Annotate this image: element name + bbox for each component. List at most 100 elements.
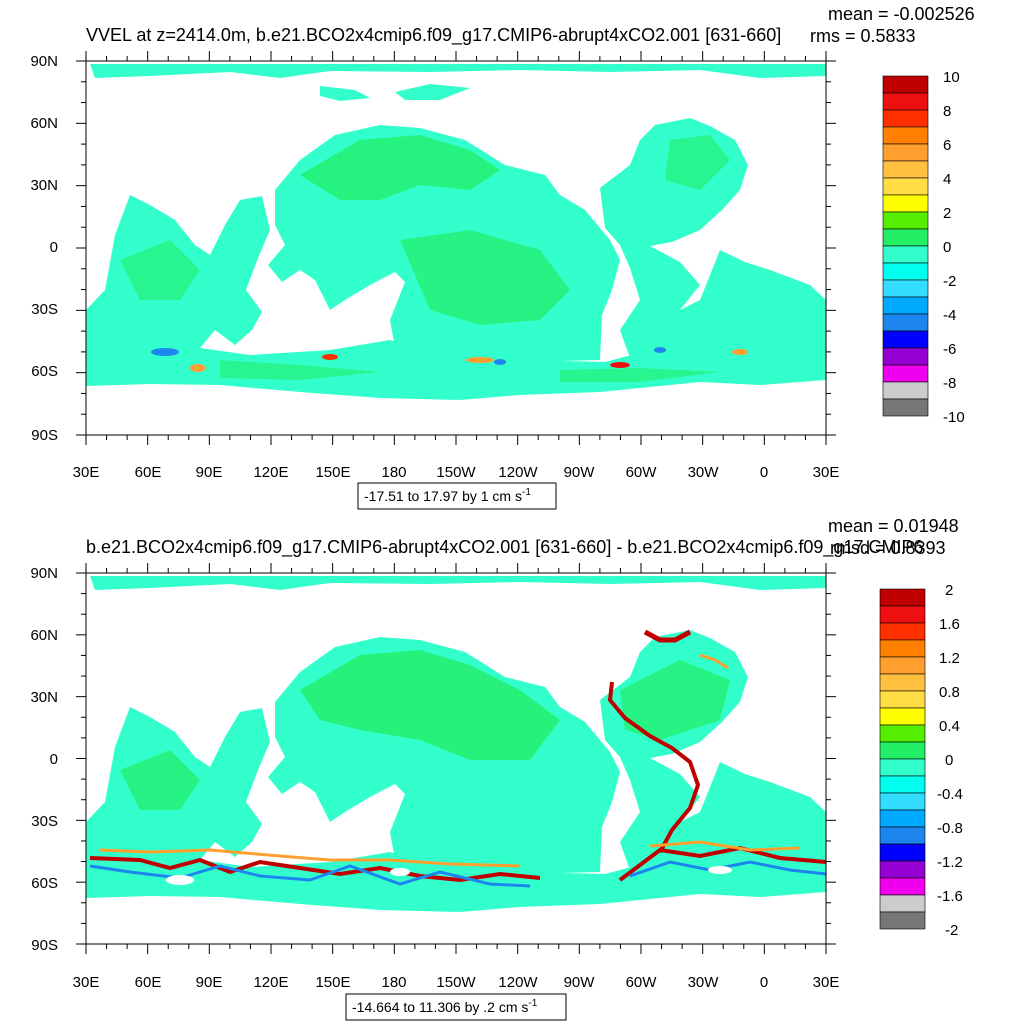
lat-label: 60S [31, 363, 58, 380]
colorbar-label: 2 [943, 205, 951, 222]
top-panel: VVEL at z=2414.0m, b.e21.BCO2x4cmip6.f09… [30, 4, 975, 510]
colorbar-swatch [882, 347, 929, 366]
colorbar-swatch [879, 877, 926, 896]
lat-label: 30S [31, 301, 58, 318]
lat-label: 60N [30, 627, 58, 644]
lon-label: 120W [498, 974, 538, 991]
lon-label: 60W [626, 464, 658, 481]
lon-label: 150W [436, 974, 476, 991]
colorbar-label: -8 [943, 375, 956, 392]
top-title: VVEL at z=2414.0m, b.e21.BCO2x4cmip6.f09… [86, 25, 781, 46]
colorbar-swatch [882, 313, 929, 332]
lon-label: 90W [564, 974, 596, 991]
svg-text:-14.664 to 11.306 by .2 cm s-1: -14.664 to 11.306 by .2 cm s-1 [352, 998, 538, 1015]
colorbar-swatch [879, 639, 926, 658]
colorbar-label: 4 [943, 171, 951, 188]
lon-label: 30E [73, 464, 100, 481]
lon-label: 120E [253, 974, 288, 991]
colorbar-swatch [879, 724, 926, 743]
colorbar-swatch [882, 143, 929, 162]
colorbar-swatch [882, 109, 929, 128]
lon-label: 60E [135, 464, 162, 481]
colorbar-swatch [882, 364, 929, 383]
lat-label: 60S [31, 875, 58, 892]
top-map [76, 51, 836, 445]
bottom-lon-labels: 30E 60E 90E 120E 150E 180 150W 120W 90W … [73, 974, 840, 991]
top-hotspots [151, 347, 748, 372]
bottom-rms: rmsd = 0.8393 [830, 538, 946, 558]
colorbar-label: -4 [943, 307, 956, 324]
lon-label: 150W [436, 464, 476, 481]
colorbar-swatch [879, 605, 926, 624]
colorbar-swatch [879, 911, 926, 930]
colorbar-label: -0.8 [937, 820, 963, 837]
top-ticks [76, 51, 836, 445]
lon-label: 90W [564, 464, 596, 481]
colorbar-label: 1.2 [939, 650, 960, 667]
lon-label: 30W [688, 974, 720, 991]
bottom-lat-labels: 90N 60N 30N 0 30S 60S 90S [30, 565, 58, 954]
colorbar-swatch [882, 279, 929, 298]
colorbar-label: 10 [943, 69, 960, 86]
colorbar-swatch [882, 296, 929, 315]
colorbar-swatch [879, 707, 926, 726]
colorbar-label: -10 [943, 409, 965, 426]
top-rms: rms = 0.5833 [810, 26, 916, 46]
lon-label: 60E [135, 974, 162, 991]
top-mean: mean = -0.002526 [828, 4, 975, 24]
bottom-hotspots [89, 840, 827, 888]
colorbar-label: 2 [945, 582, 953, 599]
lon-label: 90E [196, 974, 223, 991]
colorbar-label: 0.8 [939, 684, 960, 701]
colorbar-label: -6 [943, 341, 956, 358]
colorbar-label: -2 [945, 922, 958, 939]
colorbar-label: 6 [943, 137, 951, 154]
lon-label: 150E [315, 974, 350, 991]
colorbar-label: 8 [943, 103, 951, 120]
bottom-range-sup: -1 [528, 998, 537, 1009]
lon-label: 150E [315, 464, 350, 481]
lat-label: 30S [31, 813, 58, 830]
bottom-title: b.e21.BCO2x4cmip6.f09_g17.CMIP6-abrupt4x… [86, 537, 923, 558]
lat-label: 90N [30, 565, 58, 582]
bottom-panel: b.e21.BCO2x4cmip6.f09_g17.CMIP6-abrupt4x… [30, 516, 963, 1021]
colorbar-swatch [882, 398, 929, 417]
top-lat-labels: 90N 60N 30N 0 30S 60S 90S [30, 53, 58, 444]
top-range-text: -17.51 to 17.97 by 1 cm s [364, 488, 522, 504]
lat-label: 90N [30, 53, 58, 70]
lat-label: 0 [50, 751, 58, 768]
colorbar-swatch [879, 588, 926, 607]
lon-label: 180 [381, 464, 406, 481]
lat-label: 90S [31, 427, 58, 444]
top-range-box: -17.51 to 17.97 by 1 cm s-1 [357, 482, 557, 510]
lon-label: 30W [688, 464, 720, 481]
colorbar-swatch [879, 894, 926, 913]
colorbar-swatch [879, 826, 926, 845]
bottom-mean: mean = 0.01948 [828, 516, 959, 536]
bottom-colorbar [879, 588, 926, 930]
lat-label: 90S [31, 937, 58, 954]
top-ocean-field [86, 64, 826, 400]
colorbar-swatch [879, 775, 926, 794]
colorbar-swatch [879, 690, 926, 709]
lon-label: 0 [760, 464, 768, 481]
colorbar-swatch [882, 92, 929, 111]
colorbar-swatch [879, 792, 926, 811]
colorbar-label: -1.2 [937, 854, 963, 871]
colorbar-swatch [882, 381, 929, 400]
colorbar-swatch [882, 262, 929, 281]
top-range-sup: -1 [522, 487, 531, 498]
colorbar-label: 0 [945, 752, 953, 769]
bottom-colorbar-labels: 2 1.6 1.2 0.8 0.4 0 -0.4 -0.8 -1.2 -1.6 … [937, 582, 963, 939]
top-colorbar-labels: 10 8 6 4 2 0 -2 -4 -6 -8 -10 [943, 69, 965, 426]
colorbar-swatch [882, 194, 929, 213]
colorbar-label: 0.4 [939, 718, 960, 735]
colorbar-swatch [882, 75, 929, 94]
lon-label: 180 [381, 974, 406, 991]
bottom-ocean-field [86, 576, 827, 912]
lon-label: 30E [813, 464, 840, 481]
colorbar-swatch [879, 656, 926, 675]
colorbar-swatch [882, 160, 929, 179]
lat-label: 60N [30, 115, 58, 132]
colorbar-label: -2 [943, 273, 956, 290]
